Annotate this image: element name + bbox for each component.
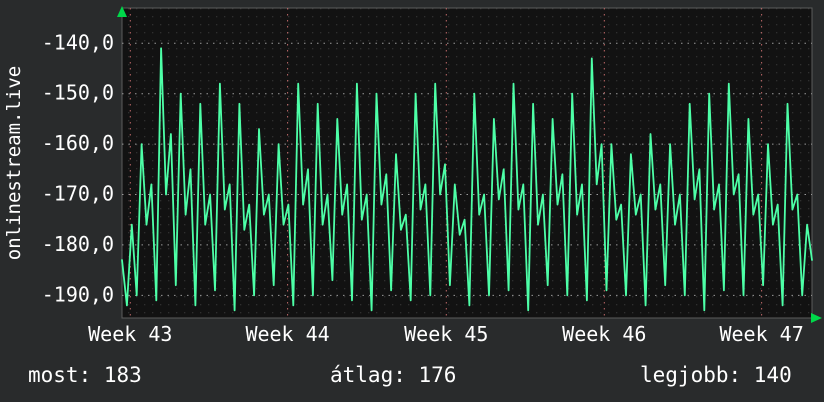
x-tick-label: Week 47 <box>719 322 803 346</box>
y-tick-label: -140,0 <box>42 30 114 54</box>
data-series <box>121 47 813 312</box>
stat-atlag: átlag: 176 <box>330 363 456 387</box>
x-axis-arrow-icon <box>811 313 822 323</box>
y-tick-label: -180,0 <box>42 232 114 256</box>
x-tick-label: Week 46 <box>562 322 646 346</box>
x-tick-label: Week 43 <box>88 322 172 346</box>
x-axis-labels: Week 43 Week 44 Week 45 Week 46 Week 47 <box>88 322 804 346</box>
watermark-label: onlinestream.live <box>3 66 25 260</box>
y-axis-arrow-icon <box>117 6 127 17</box>
y-axis-labels: -140,0 -150,0 -160,0 -170,0 -180,0 -190,0 <box>42 30 114 306</box>
y-tick-label: -150,0 <box>42 81 114 105</box>
footer-stats: most: 183 átlag: 176 legjobb: 140 <box>28 363 792 387</box>
y-tick-label: -160,0 <box>42 131 114 155</box>
y-tick-label: -190,0 <box>42 282 114 306</box>
stat-legjobb: legjobb: 140 <box>640 363 792 387</box>
x-tick-label: Week 45 <box>404 322 488 346</box>
y-tick-label: -170,0 <box>42 182 114 206</box>
x-tick-label: Week 44 <box>245 322 329 346</box>
stat-most: most: 183 <box>28 363 142 387</box>
series-line-signal-level <box>121 47 813 312</box>
